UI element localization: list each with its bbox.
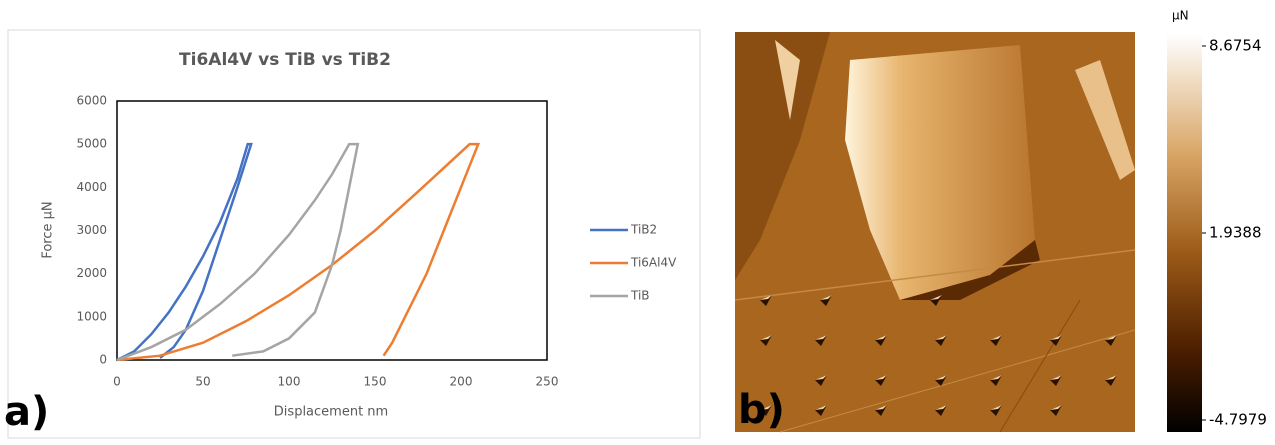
x-tick-label: 200 [450,375,473,389]
legend-label: TiB2 [630,223,657,237]
x-tick-label: 50 [195,375,210,389]
afm-image [735,32,1135,432]
y-axis-label: Force µN [41,201,56,258]
y-tick-label: 3000 [76,223,107,237]
y-tick-label: 4000 [76,180,107,194]
colorbar-tick-label: 1.9388 [1209,223,1262,241]
panel-label: b) [738,387,785,433]
colorbar-label: µN [1172,9,1189,23]
colorbar-tick-label: -4.7979 [1209,411,1267,429]
colorbar-tick-label: 8.6754 [1209,37,1262,55]
x-tick-label: 0 [113,375,121,389]
figure: Ti6Al4V vs TiB vs TiB2 Displacement nm F… [0,0,1275,441]
y-tick-label: 6000 [76,94,107,108]
legend-label: TiB [630,289,650,303]
legend-label: Ti6Al4V [630,256,677,270]
panel-label: a) [4,389,49,435]
x-tick-label: 250 [536,375,559,389]
y-tick-label: 1000 [76,309,107,323]
y-tick-label: 5000 [76,137,107,151]
x-tick-label: 150 [364,375,387,389]
x-tick-label: 100 [278,375,301,389]
y-tick-label: 0 [99,353,107,367]
colorbar [1167,34,1202,432]
chart-frame [8,30,700,438]
x-axis-label: Displacement nm [274,405,388,420]
chart-title: Ti6Al4V vs TiB vs TiB2 [179,50,391,70]
y-tick-label: 2000 [76,266,107,280]
